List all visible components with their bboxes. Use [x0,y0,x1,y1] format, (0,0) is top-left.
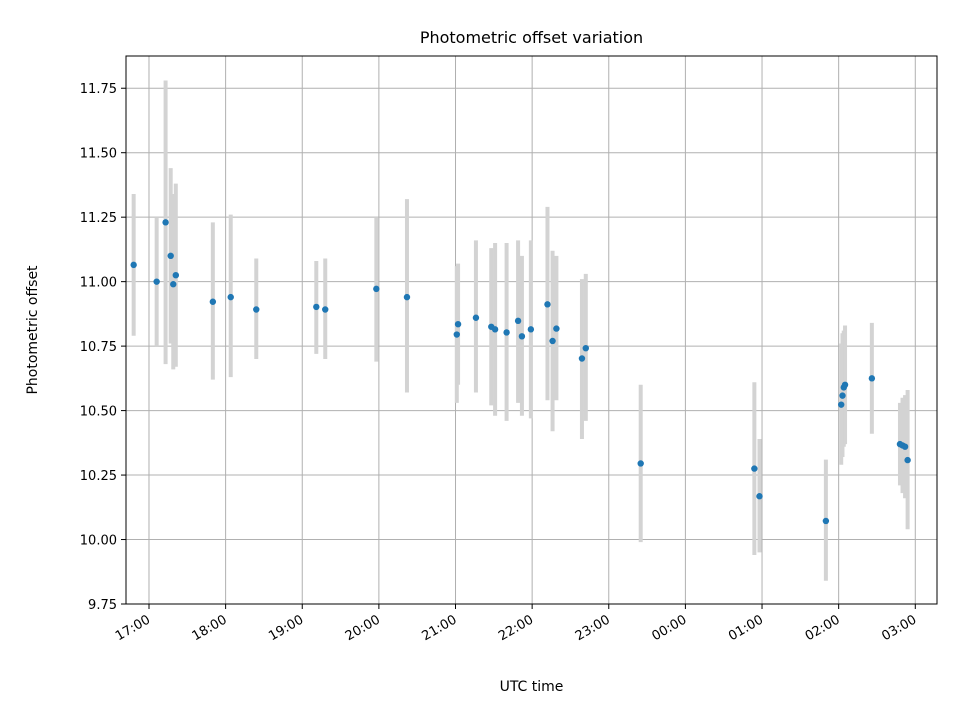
data-point [514,317,522,325]
data-point [313,303,320,311]
data-point [756,493,763,500]
y-tick-label: 11.00 [80,276,117,291]
plot-frame [125,55,938,605]
data-point [868,375,876,382]
data-point [549,337,556,345]
data-point [751,465,758,472]
data-point [322,306,329,313]
y-tick-label: 10.75 [80,340,117,355]
data-point [170,281,177,288]
data-point [472,314,480,321]
data-point [838,401,845,408]
y-tick-label: 10.50 [80,405,117,420]
data-point [637,460,644,467]
y-axis-label: Photometric offset [25,265,41,395]
data-point [162,219,169,226]
data-points [130,219,911,525]
data-point [527,326,535,333]
data-point [167,252,174,260]
data-point [454,320,462,328]
data-point [373,285,380,293]
data-point [209,298,217,305]
data-point [227,293,234,301]
data-point [153,278,160,285]
data-point [172,272,180,279]
data-point [491,326,499,333]
y-tick-label: 10.25 [80,469,117,484]
data-point [841,381,849,388]
data-point [822,517,830,525]
chart-title: Photometric offset variation [420,28,643,47]
data-point [253,306,260,313]
data-point [453,331,460,338]
data-point [901,443,909,450]
data-point [839,392,846,399]
data-point [544,301,551,308]
y-tick-label: 11.50 [80,147,117,162]
data-point [578,355,586,362]
data-point [403,293,411,301]
data-point [904,456,911,464]
data-point [130,261,137,269]
data-point [553,325,560,332]
y-tick-label: 11.75 [80,82,117,97]
y-tick-label: 11.25 [80,211,117,226]
data-point [503,329,510,336]
y-tick-label: 9.75 [88,598,117,613]
y-tick-label: 10.00 [80,534,117,549]
data-point [582,344,589,352]
x-axis-label: UTC time [500,679,564,695]
data-point [518,333,526,340]
